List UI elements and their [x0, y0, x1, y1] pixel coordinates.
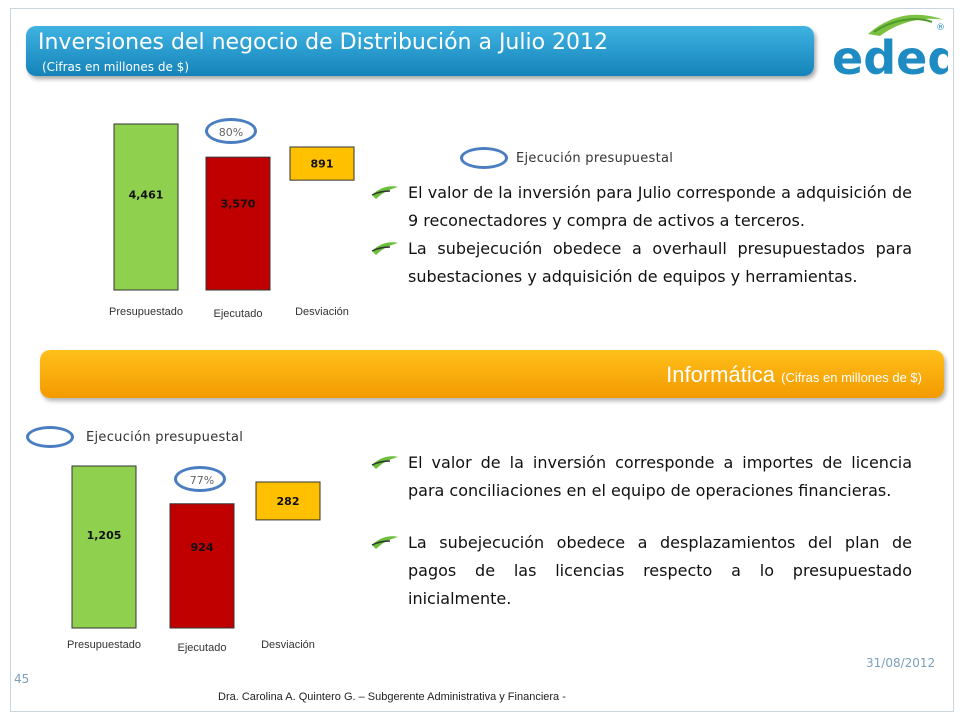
page-number: 45: [14, 672, 30, 686]
informatica-bar-chart: 1,205 Presupuestado 924 Ejecutado 282 Desviac…: [67, 465, 321, 654]
top-bullets: El valor de la inversión para Julio corr…: [370, 179, 912, 291]
category-label: Desviación: [261, 639, 315, 651]
bar-ejecutado: [205, 156, 271, 291]
bullet-item: El valor de la inversión para Julio corr…: [370, 179, 912, 235]
data-label: 924: [191, 541, 214, 554]
data-label: 3,570: [221, 198, 256, 211]
title-banner: [26, 26, 814, 76]
logo-text: edeq: [832, 31, 948, 85]
bar-presupuestado: [113, 123, 179, 291]
page-title: Inversiones del negocio de Distribución …: [38, 30, 609, 55]
distribution-bar-chart: 4,461 Presupuestado 3,570 Ejecutado 891 Desvi…: [109, 123, 355, 320]
slide-date: 31/08/2012: [866, 656, 936, 670]
section-note: (Cifras en millones de $): [781, 370, 922, 385]
bullet-text: La subejecución obedece a overhaull pres…: [408, 239, 912, 286]
bottom-bullets: El valor de la inversión corresponde a i…: [370, 449, 912, 613]
edeq-logo: edeq ®: [828, 10, 960, 98]
section-banner: Informática (Cifras en millones de $): [40, 350, 944, 398]
section-title-text: Informática: [666, 362, 775, 387]
legend-ellipse-bottom: [26, 426, 74, 448]
bullet-text: La subejecución obedece a desplazamiento…: [408, 533, 912, 608]
green-arrow-icon: [371, 242, 398, 255]
registered-mark: ®: [936, 23, 945, 33]
percent-ellipse-bottom: [174, 466, 226, 492]
section-title: Informática (Cifras en millones de $): [666, 362, 922, 388]
data-label: 1,205: [87, 529, 122, 542]
category-label: Presupuestado: [67, 639, 141, 651]
category-label: Desviación: [295, 306, 349, 318]
category-label: Ejecutado: [178, 642, 227, 654]
bar-desviación: [289, 146, 355, 181]
percent-ellipse-top: [205, 118, 257, 144]
bullet-item: El valor de la inversión corresponde a i…: [370, 449, 912, 505]
bar-desviación: [255, 481, 321, 521]
bullet-text: El valor de la inversión corresponde a i…: [408, 453, 912, 500]
legend-label-top: Ejecución presupuestal: [516, 151, 674, 166]
bullet-item: La subejecución obedece a overhaull pres…: [370, 235, 912, 291]
green-arrow-icon: [371, 536, 398, 549]
bar-presupuestado: [71, 465, 137, 629]
data-label: 282: [277, 495, 300, 508]
data-label: 891: [311, 158, 334, 171]
green-arrow-icon: [371, 456, 398, 469]
data-label: 4,461: [129, 189, 164, 202]
green-arrow-icon: [371, 186, 398, 199]
legend-label-bottom: Ejecución presupuestal: [86, 430, 244, 445]
footer-credit: Dra. Carolina A. Quintero G. – Subgerent…: [218, 691, 566, 703]
page-subtitle: (Cifras en millones de $): [42, 60, 189, 74]
bullet-item: La subejecución obedece a desplazamiento…: [370, 529, 912, 613]
bullet-text: El valor de la inversión para Julio corr…: [408, 183, 912, 230]
bar-ejecutado: [169, 503, 235, 629]
category-label: Presupuestado: [109, 306, 183, 318]
category-label: Ejecutado: [214, 308, 263, 320]
legend-ellipse-top: [460, 147, 508, 169]
